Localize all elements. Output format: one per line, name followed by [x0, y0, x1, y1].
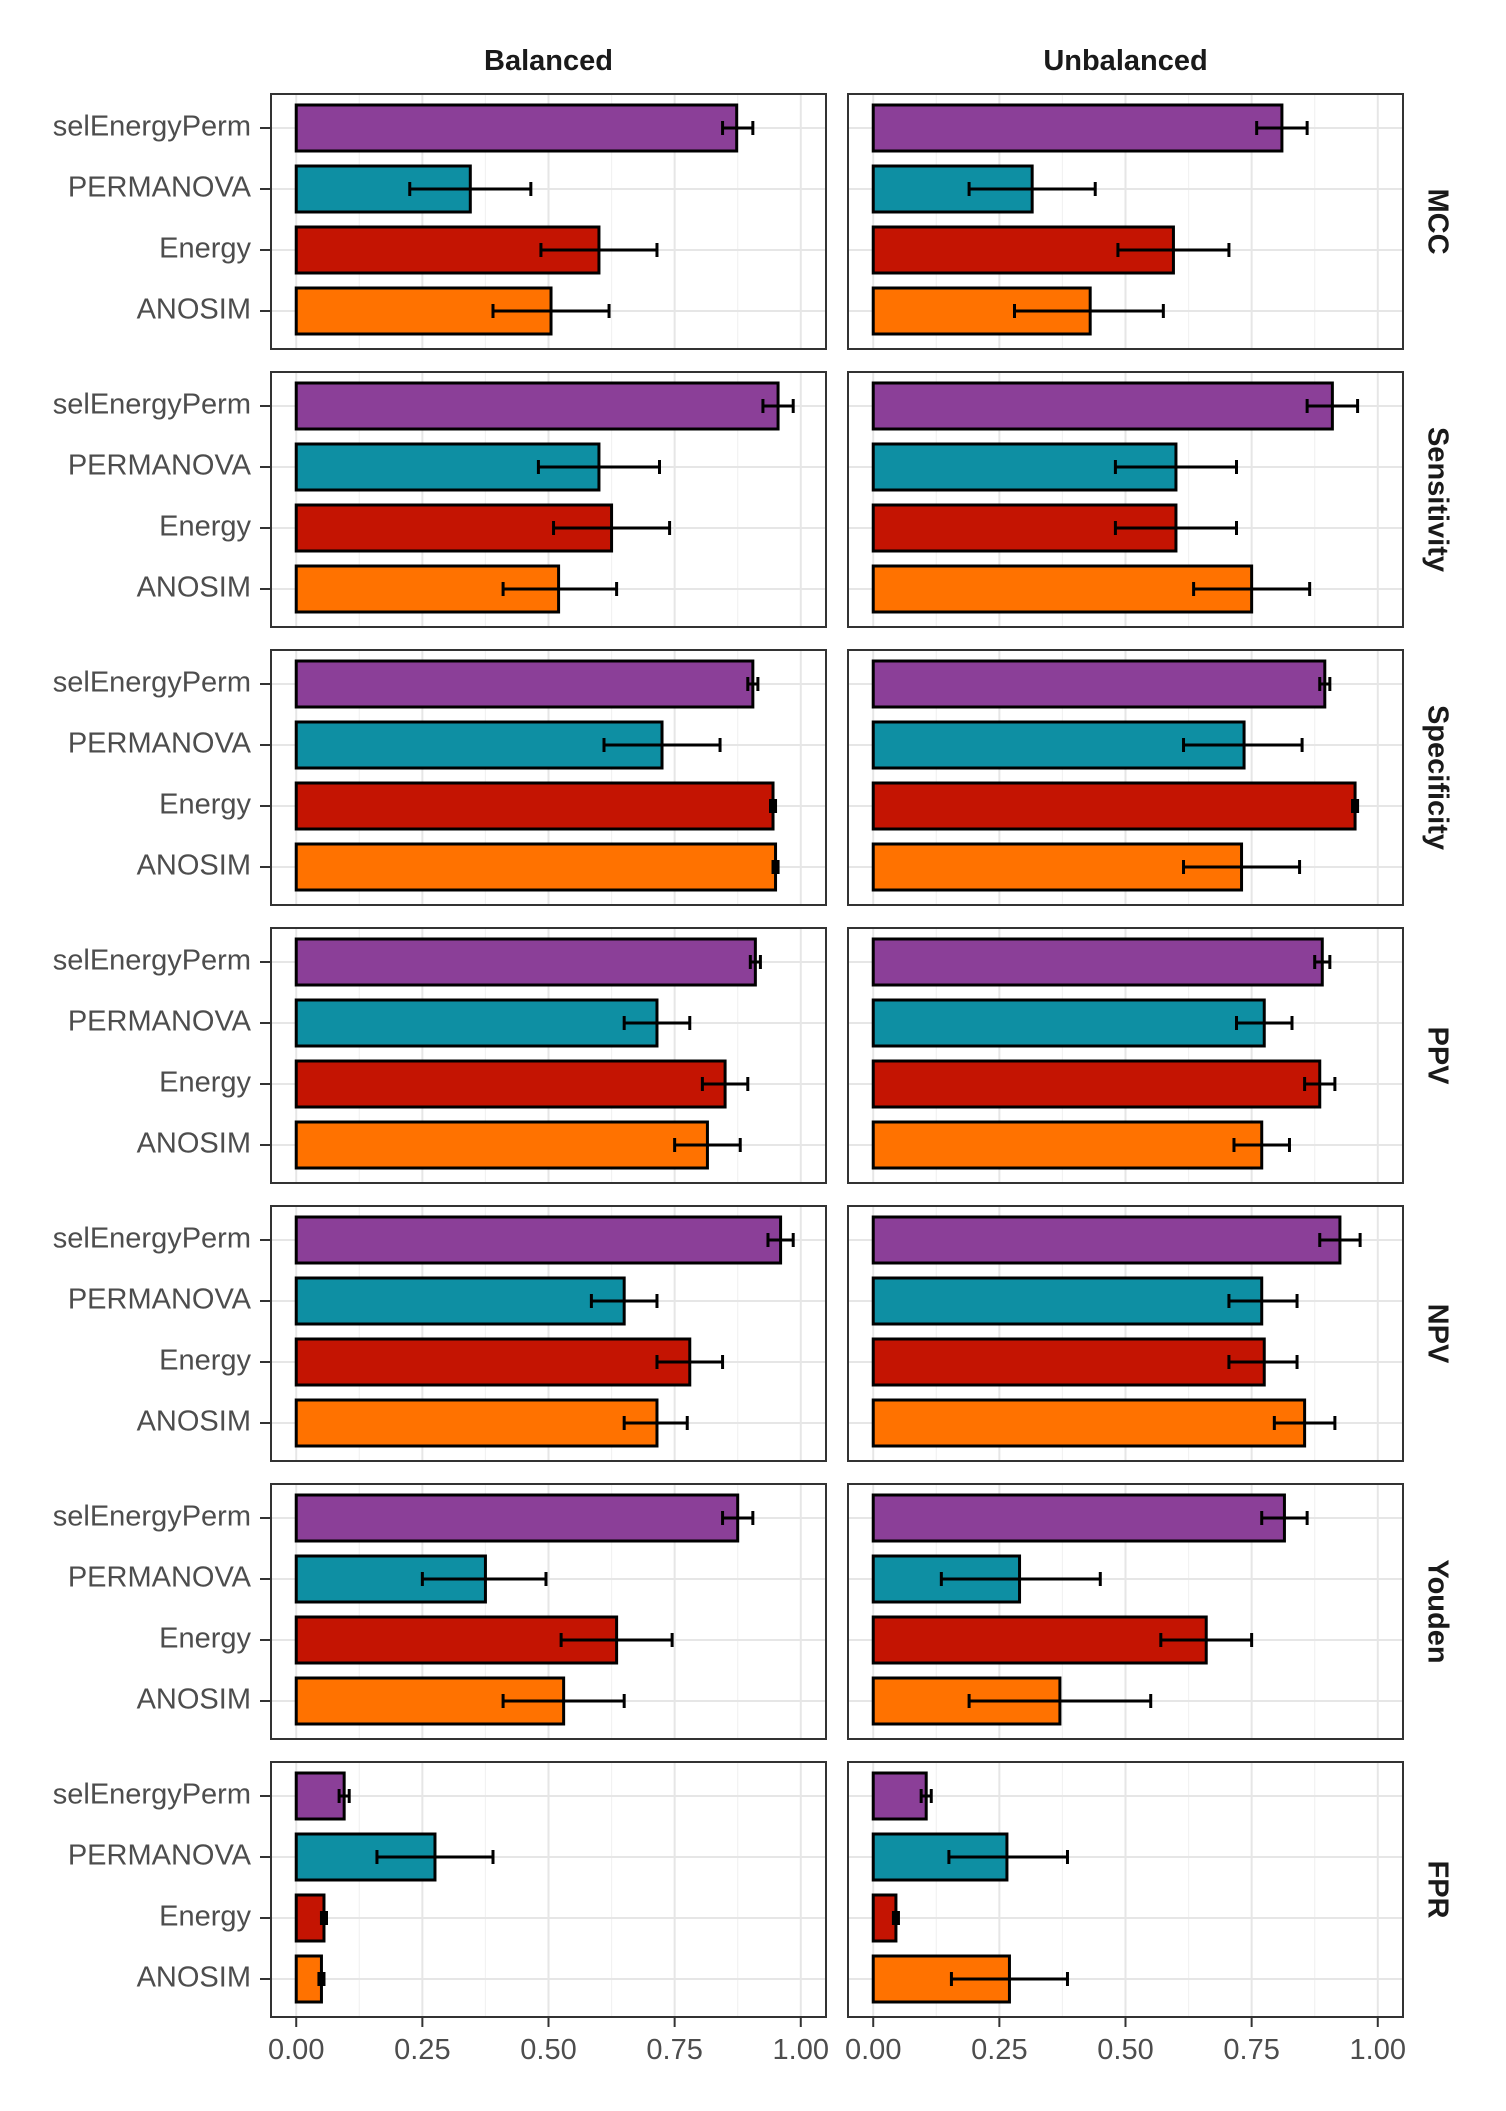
facet-row-label-fpr: FPR — [1421, 1861, 1453, 1919]
bar-npv-balanced-selenergyperm — [294, 1215, 783, 1265]
bar-fpr-balanced-anosim — [294, 1954, 323, 2004]
bar-ppv-balanced-energy — [294, 1059, 727, 1109]
x-tick-label: 0.50 — [1097, 2034, 1153, 2066]
category-label-energy: Energy — [159, 1901, 251, 1933]
panel-border-youden-unbalanced — [847, 1483, 1404, 1740]
category-label-energy: Energy — [159, 1623, 251, 1655]
x-tick-label: 0.00 — [268, 2034, 324, 2066]
panel-border-ppv-unbalanced — [847, 927, 1404, 1184]
category-label-permanova: PERMANOVA — [68, 172, 252, 204]
facet-row-label-youden: Youden — [1421, 1559, 1453, 1663]
bar-npv-balanced-permanova — [294, 1276, 626, 1326]
bar-sensitivity-balanced-permanova — [294, 442, 601, 492]
bar-specificity-balanced-permanova — [294, 720, 664, 770]
panel-border-specificity-unbalanced — [847, 649, 1404, 906]
category-label-anosim: ANOSIM — [137, 572, 251, 604]
bar-specificity-balanced-selenergyperm — [294, 659, 755, 709]
x-tick-label: 0.50 — [520, 2034, 576, 2066]
facet-row-label-ppv: PPV — [1421, 1026, 1453, 1085]
bar-fpr-balanced-selenergyperm — [294, 1771, 346, 1821]
category-label-anosim: ANOSIM — [137, 850, 251, 882]
panel-border-youden-balanced — [270, 1483, 827, 1740]
panel-border-npv-unbalanced — [847, 1205, 1404, 1462]
category-label-permanova: PERMANOVA — [68, 728, 252, 760]
bar-ppv-balanced-anosim — [294, 1120, 709, 1170]
panel-border-mcc-balanced — [270, 93, 827, 350]
category-label-permanova: PERMANOVA — [68, 1562, 252, 1594]
bar-npv-unbalanced-anosim — [871, 1398, 1307, 1448]
category-label-selenergyperm: selEnergyPerm — [53, 389, 251, 421]
bar-sensitivity-balanced-selenergyperm — [294, 381, 780, 431]
panel-border-sensitivity-unbalanced — [847, 371, 1404, 628]
category-label-permanova: PERMANOVA — [68, 1006, 252, 1038]
facet-row-label-mcc: MCC — [1421, 188, 1453, 254]
x-tick-label: 0.75 — [646, 2034, 702, 2066]
bar-fpr-balanced-energy — [294, 1893, 326, 1943]
category-label-energy: Energy — [159, 789, 251, 821]
category-label-permanova: PERMANOVA — [68, 1284, 252, 1316]
x-tick-label: 0.00 — [845, 2034, 901, 2066]
bar-mcc-unbalanced-selenergyperm — [871, 103, 1284, 153]
bar-specificity-unbalanced-energy — [871, 781, 1357, 831]
bar-ppv-unbalanced-selenergyperm — [871, 937, 1324, 987]
facet-row-label-specificity: Specificity — [1421, 705, 1453, 850]
facet-row-label-npv: NPV — [1421, 1304, 1453, 1364]
x-tick-label: 1.00 — [1350, 2034, 1406, 2066]
category-label-anosim: ANOSIM — [137, 1128, 251, 1160]
panel-border-specificity-balanced — [270, 649, 827, 906]
bar-sensitivity-unbalanced-selenergyperm — [871, 381, 1334, 431]
panel-border-mcc-unbalanced — [847, 93, 1404, 350]
bar-fpr-unbalanced-selenergyperm — [871, 1771, 928, 1821]
bar-ppv-unbalanced-anosim — [871, 1120, 1264, 1170]
category-label-energy: Energy — [159, 1345, 251, 1377]
bar-youden-balanced-selenergyperm — [294, 1493, 740, 1543]
facet-column-label-balanced: Balanced — [484, 45, 613, 77]
bar-mcc-balanced-selenergyperm — [294, 103, 739, 153]
category-label-energy: Energy — [159, 233, 251, 265]
bar-ppv-unbalanced-permanova — [871, 998, 1266, 1048]
bar-npv-balanced-anosim — [294, 1398, 659, 1448]
category-label-selenergyperm: selEnergyPerm — [53, 1223, 251, 1255]
bar-ppv-unbalanced-energy — [871, 1059, 1322, 1109]
panel-border-sensitivity-balanced — [270, 371, 827, 628]
bar-npv-balanced-energy — [294, 1337, 692, 1387]
category-label-selenergyperm: selEnergyPerm — [53, 1779, 251, 1811]
category-label-permanova: PERMANOVA — [68, 1840, 252, 1872]
category-label-anosim: ANOSIM — [137, 1684, 251, 1716]
bar-npv-unbalanced-permanova — [871, 1276, 1264, 1326]
bar-ppv-balanced-permanova — [294, 998, 659, 1048]
category-label-energy: Energy — [159, 1067, 251, 1099]
x-tick-label: 0.25 — [394, 2034, 450, 2066]
bar-npv-unbalanced-energy — [871, 1337, 1266, 1387]
bar-ppv-balanced-selenergyperm — [294, 937, 757, 987]
x-tick-label: 0.75 — [1223, 2034, 1279, 2066]
category-label-selenergyperm: selEnergyPerm — [53, 667, 251, 699]
category-label-anosim: ANOSIM — [137, 1406, 251, 1438]
bar-specificity-balanced-anosim — [294, 842, 778, 892]
x-tick-label: 1.00 — [773, 2034, 829, 2066]
category-label-selenergyperm: selEnergyPerm — [53, 111, 251, 143]
category-label-selenergyperm: selEnergyPerm — [53, 945, 251, 977]
bar-youden-unbalanced-energy — [871, 1615, 1208, 1665]
bar-youden-unbalanced-selenergyperm — [871, 1493, 1286, 1543]
facet-row-label-sensitivity: Sensitivity — [1421, 427, 1453, 572]
category-label-selenergyperm: selEnergyPerm — [53, 1501, 251, 1533]
category-label-permanova: PERMANOVA — [68, 450, 252, 482]
facet-column-label-unbalanced: Unbalanced — [1043, 45, 1207, 77]
category-label-anosim: ANOSIM — [137, 294, 251, 326]
bar-sensitivity-unbalanced-anosim — [871, 564, 1254, 614]
panel-border-npv-balanced — [270, 1205, 827, 1462]
bar-npv-unbalanced-selenergyperm — [871, 1215, 1342, 1265]
bar-specificity-unbalanced-selenergyperm — [871, 659, 1327, 709]
category-label-anosim: ANOSIM — [137, 1962, 251, 1994]
category-label-energy: Energy — [159, 511, 251, 543]
x-tick-label: 0.25 — [971, 2034, 1027, 2066]
bar-specificity-balanced-energy — [294, 781, 775, 831]
panel-border-ppv-balanced — [270, 927, 827, 1184]
